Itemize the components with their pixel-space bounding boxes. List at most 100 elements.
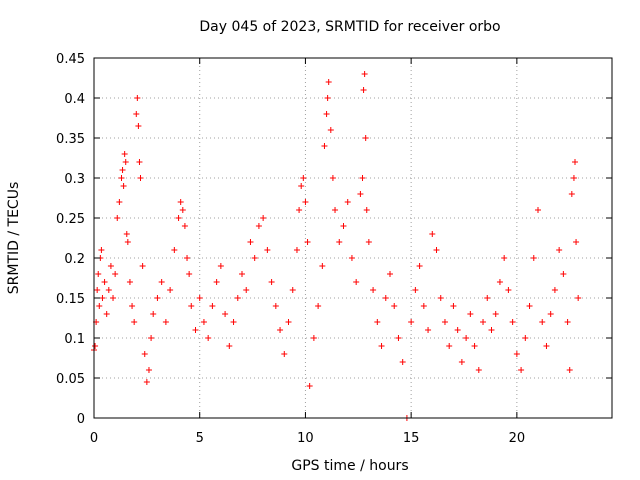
data-point (120, 183, 127, 189)
data-point (399, 359, 406, 365)
data-point (310, 335, 317, 341)
data-point (260, 215, 267, 221)
data-point (184, 255, 191, 261)
data-point (463, 335, 470, 341)
data-point (167, 287, 174, 293)
data-point (122, 159, 129, 165)
data-point (192, 327, 199, 333)
data-point (133, 111, 140, 117)
data-point (325, 79, 332, 85)
data-point (175, 215, 182, 221)
data-point (148, 335, 155, 341)
data-point (475, 367, 482, 373)
x-tick-label: 5 (196, 431, 204, 446)
data-point (255, 223, 262, 229)
data-point (139, 263, 146, 269)
data-point (268, 279, 275, 285)
data-point (217, 263, 224, 269)
data-point (416, 263, 423, 269)
y-tick-label: 0.4 (64, 92, 85, 107)
data-point (332, 207, 339, 213)
data-point (446, 343, 453, 349)
data-point (107, 263, 114, 269)
data-point (289, 287, 296, 293)
y-tick-label: 0.05 (56, 372, 85, 387)
data-point (570, 175, 577, 181)
data-point (135, 123, 142, 129)
data-point (272, 303, 279, 309)
data-point (535, 207, 541, 213)
y-tick-label: 0 (77, 412, 85, 427)
points-layer (91, 71, 582, 421)
data-point (522, 335, 529, 341)
data-point (420, 303, 427, 309)
data-point (327, 127, 334, 133)
x-axis-label: GPS time / hours (291, 458, 408, 474)
data-point (437, 295, 444, 301)
data-point (141, 351, 148, 357)
data-point (353, 279, 360, 285)
data-point (572, 159, 578, 165)
data-point (126, 279, 133, 285)
data-point (467, 311, 474, 317)
data-point (480, 319, 487, 325)
data-point (573, 239, 580, 245)
y-tick-label: 0.2 (64, 252, 85, 267)
data-point (484, 295, 491, 301)
grid-layer (94, 58, 612, 418)
data-point (433, 247, 440, 253)
data-point (336, 239, 343, 245)
data-point (450, 303, 457, 309)
data-point (154, 295, 161, 301)
data-point (357, 191, 364, 197)
data-point (501, 255, 508, 261)
data-point (200, 319, 207, 325)
data-point (150, 311, 157, 317)
data-point (526, 303, 533, 309)
data-point (566, 367, 573, 373)
data-point (281, 351, 288, 357)
data-point (103, 311, 110, 317)
plot-frame (93, 57, 613, 419)
data-point (188, 303, 195, 309)
data-point (560, 271, 567, 277)
data-point (509, 319, 516, 325)
data-point (530, 255, 537, 261)
data-point (302, 199, 309, 205)
data-point (387, 271, 393, 277)
data-point (145, 367, 152, 373)
data-point (243, 287, 250, 293)
x-tick-label: 10 (297, 431, 314, 446)
data-point (285, 319, 292, 325)
data-point (121, 151, 128, 157)
data-point (179, 207, 186, 213)
data-point (425, 327, 432, 333)
data-point (162, 319, 169, 325)
data-point (158, 279, 165, 285)
x-tick-label: 15 (403, 431, 420, 446)
data-point (222, 311, 229, 317)
data-point (129, 303, 136, 309)
data-point (370, 287, 377, 293)
data-point (251, 255, 258, 261)
data-point (247, 239, 254, 245)
data-point (298, 183, 305, 189)
x-tick-label: 20 (509, 431, 526, 446)
data-point (363, 207, 370, 213)
data-point (408, 319, 415, 325)
x-tick-label: 0 (90, 431, 98, 446)
data-point (321, 143, 328, 149)
data-point (209, 303, 216, 309)
data-point (181, 223, 188, 229)
data-point (340, 223, 347, 229)
data-point (96, 303, 103, 309)
data-point (361, 71, 368, 77)
data-point (395, 335, 402, 341)
data-point (454, 327, 461, 333)
data-point (360, 87, 367, 93)
data-point (239, 271, 245, 277)
data-point (488, 327, 495, 333)
data-point (496, 279, 503, 285)
data-point (300, 175, 307, 181)
